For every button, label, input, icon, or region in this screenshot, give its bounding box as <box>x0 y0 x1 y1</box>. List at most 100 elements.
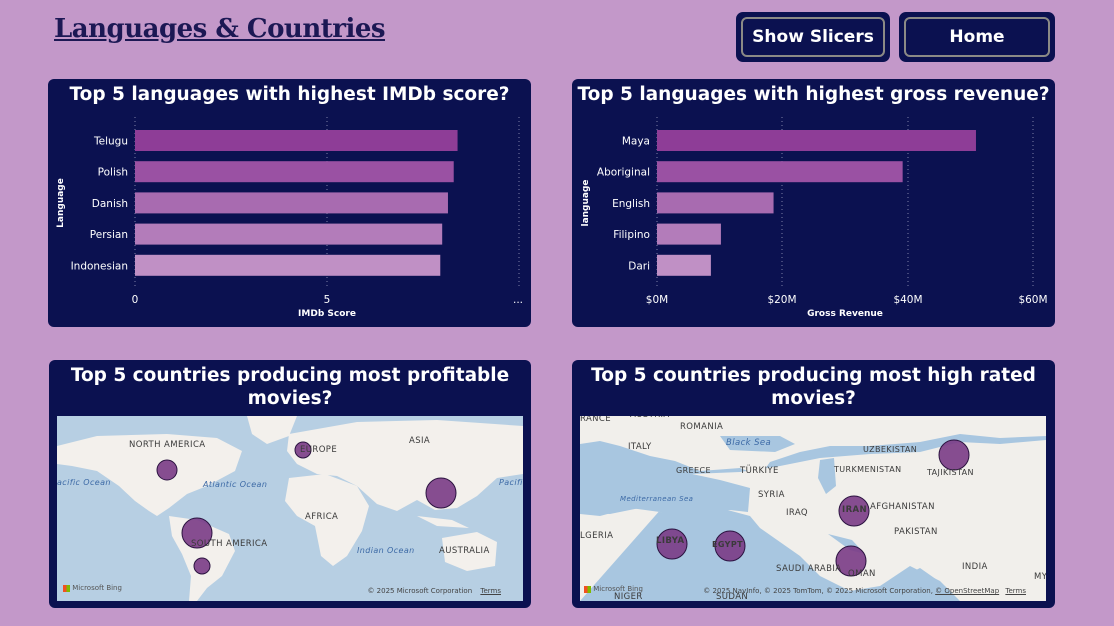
profitable-map-card[interactable]: Top 5 countries producing most profitabl… <box>49 360 531 608</box>
map-label: AFGHANISTAN <box>870 502 935 512</box>
map-label: AUSTRIA <box>630 416 670 420</box>
bar-polish[interactable] <box>135 161 454 183</box>
mediterranean-shape <box>580 474 750 514</box>
imdb-chart-title: Top 5 languages with highest IMDb score? <box>69 84 510 105</box>
bar-english[interactable] <box>657 192 774 214</box>
x-tick-label: 5 <box>324 294 331 306</box>
page-title: Languages & Countries <box>54 14 386 44</box>
africa-shape <box>285 474 369 566</box>
arabian-sea-shape <box>880 568 956 601</box>
gross-chart-card[interactable]: Top 5 languages with highest gross reven… <box>572 79 1055 327</box>
mideast-land-shape <box>580 440 1046 601</box>
red-sea-shape <box>740 526 790 584</box>
indonesia-shape <box>417 516 469 528</box>
map-label: AUSTRALIA <box>439 546 490 556</box>
x-tick-label: $20M <box>767 294 796 306</box>
map-bubble-egypt[interactable] <box>714 530 746 562</box>
home-button[interactable]: Home <box>899 12 1055 62</box>
bar-persian[interactable] <box>135 223 443 245</box>
x-tick-label: $60M <box>1018 294 1047 306</box>
bing-logo: Microsoft Bing <box>584 585 643 593</box>
map-label: UZBEKISTAN <box>863 445 918 454</box>
high-rated-map-card[interactable]: Top 5 countries producing most high rate… <box>572 360 1055 608</box>
black-sea-shape <box>720 436 795 452</box>
map-label: MY <box>1034 572 1046 582</box>
map-label: RANCE <box>580 416 612 424</box>
y-axis-title: language <box>581 179 591 226</box>
x-tick-label: ... <box>513 294 523 306</box>
map-label: EUROPE <box>300 445 338 455</box>
map-bubble-tajikistan[interactable] <box>938 439 970 471</box>
map-bubble-usa[interactable] <box>156 459 178 481</box>
category-label: Maya <box>622 136 650 148</box>
terms-link[interactable]: Terms <box>480 587 501 595</box>
bar-maya[interactable] <box>657 130 976 151</box>
bar-filipino[interactable] <box>657 223 721 245</box>
map-bubble-oman[interactable] <box>835 545 867 577</box>
map-label: NIGER <box>614 592 643 601</box>
map-bubble-iran[interactable] <box>838 495 870 527</box>
map-label: Mediterranean Sea <box>620 495 694 503</box>
show-slicers-button[interactable]: Show Slicers <box>736 12 890 62</box>
x-axis-title: IMDb Score <box>298 309 356 319</box>
map-label: ITALY <box>628 442 652 452</box>
caspian-sea-shape <box>818 458 836 494</box>
high-rated-map-title: Top 5 countries producing most high rate… <box>591 365 1036 409</box>
y-axis-title: Language <box>56 178 66 228</box>
bar-telugu[interactable] <box>135 130 458 151</box>
map-bubble-brazil[interactable] <box>181 517 213 549</box>
greenland-shape <box>247 416 297 444</box>
europe-asia-shape <box>287 420 523 511</box>
imdb-chart-card[interactable]: Top 5 languages with highest IMDb score?… <box>48 79 531 327</box>
bing-logo: Microsoft Bing <box>63 584 122 592</box>
x-tick-label: $0M <box>646 294 668 306</box>
map-attribution: © 2025 Microsoft Corporation Terms <box>367 587 501 595</box>
map-label: Black Sea <box>726 438 772 448</box>
terms-link[interactable]: Terms <box>1005 587 1026 595</box>
map-label: NORTH AMERICA <box>129 440 206 450</box>
osm-link[interactable]: © OpenStreetMap <box>935 587 1000 595</box>
gross-chart-title: Top 5 languages with highest gross reven… <box>577 84 1050 105</box>
map-label: INDIA <box>962 562 988 572</box>
bar-danish[interactable] <box>135 192 448 214</box>
category-label: Dari <box>628 260 650 272</box>
map-label: SOUTH AMERICA <box>191 539 268 549</box>
map-label: LGERIA <box>580 531 614 541</box>
category-label: Telugu <box>93 136 128 148</box>
map-label: AFRICA <box>305 512 339 522</box>
europe-land-shape <box>580 416 1046 476</box>
category-label: Danish <box>92 198 128 210</box>
map-label: IRAQ <box>786 508 809 518</box>
gross-bar-chart: $0M $20M $40M $60M Maya Aboriginal English Fili… <box>581 117 1048 319</box>
map-bubble-east-asia[interactable] <box>425 477 457 509</box>
map-label: GREECE <box>676 466 711 475</box>
category-label: Persian <box>90 229 128 241</box>
bar-aboriginal[interactable] <box>657 161 903 183</box>
bar-dari[interactable] <box>657 254 711 276</box>
map-bubble-libya[interactable] <box>656 528 688 560</box>
map-label: Indian Ocean <box>357 546 415 555</box>
world-map[interactable]: NORTH AMERICA EUROPE ASIA Atlantic Ocean AFR… <box>57 416 523 601</box>
category-label: Aboriginal <box>597 167 650 179</box>
map-label: Pacifi <box>499 478 523 487</box>
map-label: LIBYA <box>656 536 685 546</box>
home-label: Home <box>904 17 1050 57</box>
profitable-map-title: Top 5 countries producing most profitabl… <box>70 365 510 409</box>
map-label: SYRIA <box>758 490 785 500</box>
category-label: Polish <box>98 167 128 179</box>
show-slicers-label: Show Slicers <box>741 17 885 57</box>
x-axis-title: Gross Revenue <box>807 309 883 319</box>
x-tick-label: 0 <box>132 294 139 306</box>
category-label: Filipino <box>613 229 650 241</box>
map-label: TAJIKISTAN <box>927 468 974 477</box>
map-label: ROMANIA <box>680 422 724 432</box>
x-tick-label: $40M <box>893 294 922 306</box>
australia-shape <box>442 532 497 571</box>
imdb-bar-chart: 0 5 ... Telugu Polish Danish Persian Indonesian… <box>56 117 523 319</box>
map-bubble-chile[interactable] <box>193 557 211 575</box>
map-label: TÜRKIYE <box>740 466 779 476</box>
map-bubble-uk[interactable] <box>294 441 312 459</box>
bar-indonesian[interactable] <box>135 254 441 276</box>
map-label: EGYPT <box>712 540 743 549</box>
